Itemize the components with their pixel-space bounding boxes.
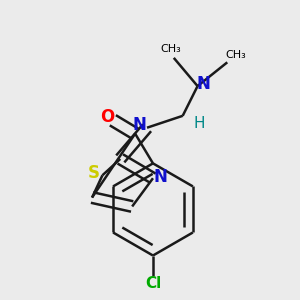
Text: Cl: Cl: [146, 276, 162, 291]
Text: N: N: [196, 75, 210, 93]
Text: H: H: [193, 116, 205, 131]
Text: O: O: [100, 108, 115, 126]
Text: CH₃: CH₃: [226, 50, 247, 60]
Text: S: S: [88, 164, 100, 182]
Text: N: N: [133, 116, 146, 134]
Text: N: N: [154, 168, 167, 186]
Text: CH₃: CH₃: [160, 44, 181, 54]
